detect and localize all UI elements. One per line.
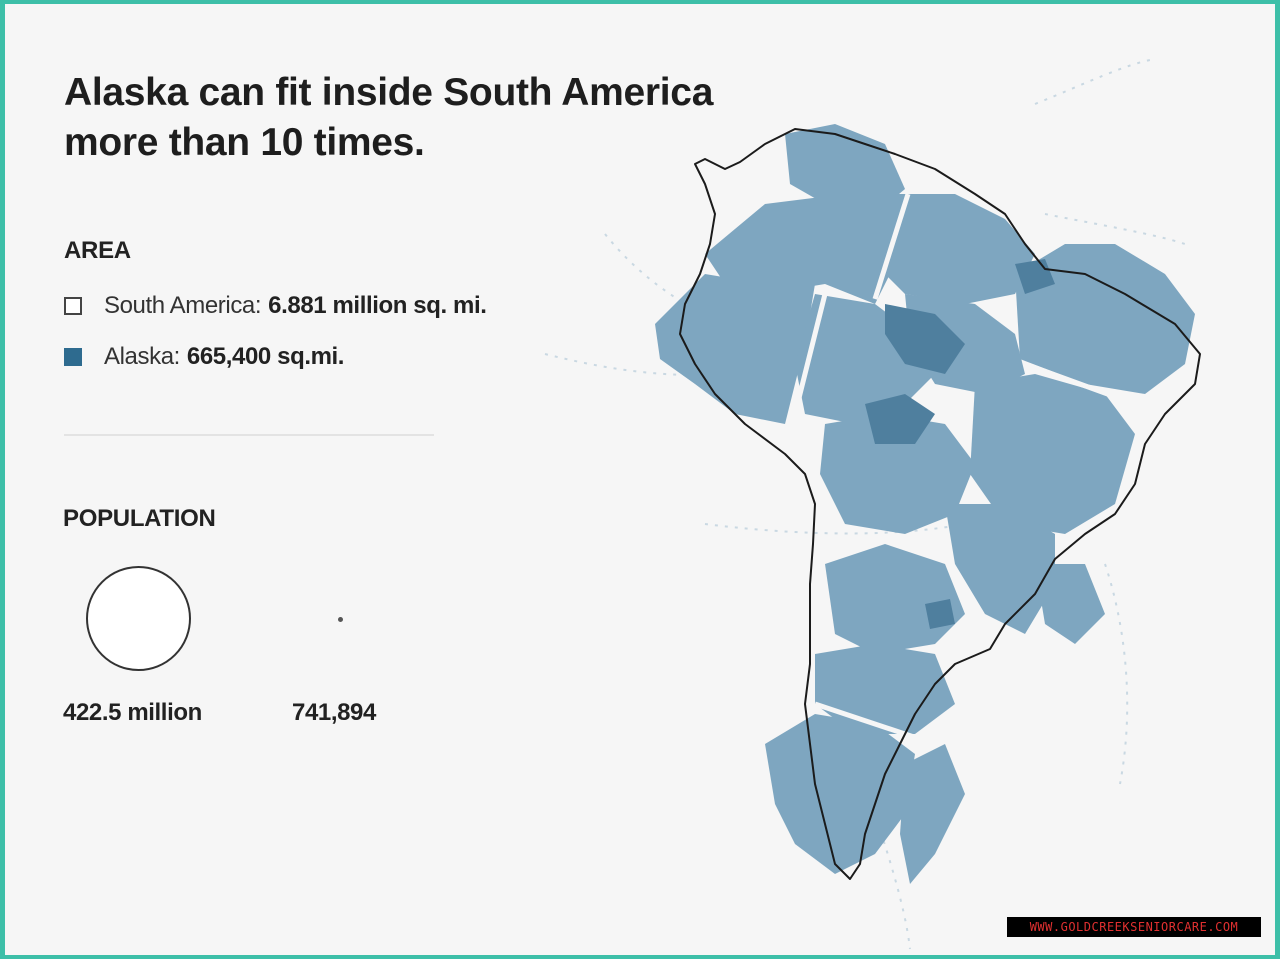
alaska-tile-3	[875, 194, 1035, 304]
south-america-population-circle	[86, 566, 191, 671]
tile-separators	[792, 193, 1136, 747]
south-america-population-value: 422.5 million	[63, 699, 202, 726]
alaska-tile-11	[825, 544, 965, 654]
alaska-tile-1	[705, 194, 905, 304]
alaska-tile-13	[765, 714, 915, 874]
south-america-swatch	[64, 297, 82, 315]
alaska-area-value: 665,400 sq.mi.	[186, 343, 345, 370]
alaska-tile-12	[815, 644, 955, 734]
legend-alaska: Alaska: 665,400 sq.mi.	[64, 343, 344, 371]
alaska-population-dot	[338, 617, 343, 622]
page-title: Alaska can fit inside South America more…	[64, 71, 714, 164]
alaska-tile-14	[900, 744, 965, 884]
alaska-tile-8	[820, 414, 975, 534]
south-america-outline	[679, 128, 1201, 880]
alaska-overlay-tiles	[655, 124, 1195, 884]
legend-south-america: South America: 6.881 million sq. mi.	[64, 292, 487, 320]
alaska-swatch	[64, 348, 82, 366]
alaska-label: Alaska:	[104, 343, 180, 370]
area-heading: AREA	[64, 237, 131, 264]
infographic-frame: Alaska can fit inside South America more…	[5, 4, 1275, 955]
alaska-overlap-patches	[865, 259, 1055, 629]
south-america-area-value: 6.881 million sq. mi.	[268, 292, 487, 319]
south-america-map	[544, 58, 1201, 950]
alaska-tile-15	[1035, 564, 1105, 644]
alaska-tile-4	[655, 274, 815, 424]
section-divider	[64, 434, 434, 436]
alaska-population-value: 741,894	[292, 699, 376, 726]
population-heading: POPULATION	[63, 505, 216, 532]
alaska-tile-9	[970, 374, 1135, 534]
south-america-label: South America:	[104, 292, 262, 319]
alaska-tile-7	[1015, 244, 1195, 394]
watermark-banner: WWW.GOLDCREEKSENIORCARE.COM	[1007, 917, 1261, 937]
